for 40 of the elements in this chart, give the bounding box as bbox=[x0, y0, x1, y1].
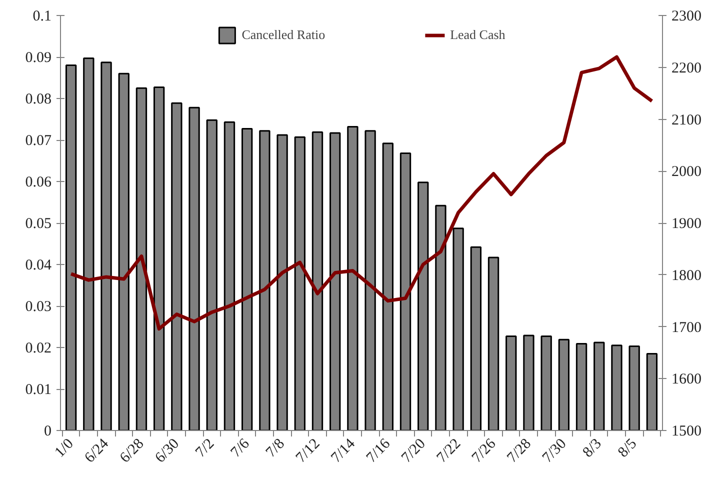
y-tick-label: 0.03 bbox=[25, 299, 52, 315]
y2-tick-label: 1900 bbox=[672, 216, 702, 232]
x-tick-label: 7/14 bbox=[328, 436, 359, 466]
y-tick-label: 0.1 bbox=[32, 8, 52, 24]
y-tick-label: 0.05 bbox=[25, 216, 52, 232]
y2-tick-label: 1500 bbox=[672, 424, 702, 440]
x-tick-label: 7/30 bbox=[540, 436, 570, 466]
y-tick-label: 0.02 bbox=[25, 340, 52, 356]
x-tick-label: 8/5 bbox=[615, 436, 640, 461]
line-series bbox=[69, 55, 654, 331]
y2-tick-label: 1700 bbox=[672, 320, 702, 336]
x-tick-label: 6/28 bbox=[117, 436, 148, 466]
x-tick-label: 1/0 bbox=[52, 436, 77, 461]
y2-tick-label: 2100 bbox=[672, 112, 702, 128]
y2-tick-label: 2200 bbox=[672, 60, 702, 76]
y-tick-label: 0.01 bbox=[25, 382, 52, 398]
y-tick-label: 0.08 bbox=[25, 92, 52, 108]
y2-tick-label: 2300 bbox=[672, 8, 702, 24]
x-tick-label: 7/22 bbox=[434, 436, 464, 466]
y2-tick-label: 1800 bbox=[672, 268, 702, 284]
x-tick-label: 7/6 bbox=[228, 436, 254, 461]
legend-label: Cancelled Ratio bbox=[242, 27, 326, 43]
x-tick-label: 7/28 bbox=[504, 436, 534, 466]
y-tick-label: 0 bbox=[44, 424, 52, 440]
x-tick-label: 7/20 bbox=[398, 436, 429, 466]
x-tick-label: 7/2 bbox=[192, 436, 218, 461]
legend-label: Lead Cash bbox=[450, 27, 506, 43]
y-tick-label: 0.06 bbox=[25, 174, 52, 190]
y-tick-label: 0.04 bbox=[25, 258, 52, 274]
y-tick-label: 0.07 bbox=[25, 133, 52, 149]
x-tick-label: 7/26 bbox=[469, 436, 500, 466]
x-tick-label: 7/16 bbox=[364, 436, 394, 466]
x-tick-label: 6/30 bbox=[152, 436, 182, 466]
x-tick-label: 8/3 bbox=[580, 436, 605, 461]
y2-tick-label: 2000 bbox=[672, 164, 702, 180]
x-tick-label: 7/12 bbox=[293, 436, 324, 466]
y-tick-label: 0.09 bbox=[25, 50, 52, 66]
x-tick-label: 6/24 bbox=[82, 436, 112, 466]
x-tick-label: 7/8 bbox=[263, 436, 288, 461]
y2-tick-label: 1600 bbox=[672, 372, 702, 388]
